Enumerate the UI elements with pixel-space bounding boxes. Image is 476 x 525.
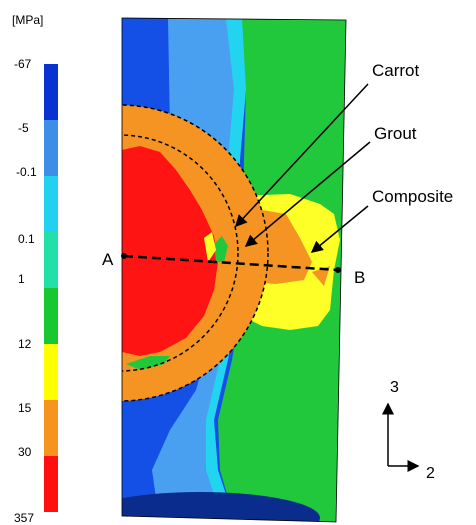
legend-tick-2: -5: [18, 121, 29, 135]
contour-green-streak: [126, 356, 170, 370]
section-end-point: [335, 267, 341, 273]
legend-band-1: [44, 64, 58, 120]
legend-unit: [MPa]: [12, 13, 43, 27]
section-line-ab: [123, 254, 339, 272]
grout-arrow: [244, 141, 371, 247]
legend-tick-5: 1: [18, 272, 25, 286]
section-end-label: B: [354, 268, 365, 287]
composite-arrow: [310, 205, 369, 253]
grout-composite-interface: [122, 104, 269, 402]
coordinate-axes: 3 2: [382, 379, 435, 482]
carrot-label: Carrot: [372, 61, 420, 80]
legend-band-6: [44, 344, 58, 400]
axis-3-label: 3: [390, 379, 399, 396]
legend-band-5: [44, 288, 58, 344]
legend-band-3: [44, 176, 58, 232]
section-line: A B: [102, 250, 365, 287]
section-start-point: [121, 253, 127, 259]
legend-band-4: [44, 232, 58, 288]
section-start-label: A: [102, 250, 114, 269]
contour-cyan: [206, 18, 248, 522]
carrot-arrow: [234, 83, 369, 228]
contour-green-spot: [214, 236, 228, 262]
legend-tick-8: 30: [18, 445, 32, 459]
contour-yellow-spot: [204, 232, 216, 262]
grout-label: Grout: [374, 124, 417, 143]
legend-tick-7: 15: [18, 401, 32, 415]
contour-orange-spot: [312, 266, 330, 286]
contour-red-core: [122, 146, 218, 356]
legend-band-8: [44, 456, 58, 512]
carrot-grout-interface: [122, 134, 239, 372]
axis-2-label: 2: [426, 465, 435, 482]
composite-label: Composite: [372, 187, 453, 206]
plate-outline: [121, 17, 347, 523]
legend-tick-6: 12: [18, 337, 32, 351]
legend-tick-1: -67: [14, 57, 32, 71]
legend-tick-9: 357: [14, 511, 34, 525]
legend-band-2: [44, 120, 58, 176]
color-legend: [MPa] -67 -5 -0.1 0.1 1 12 15 30 357: [12, 13, 58, 525]
legend-tick-3: -0.1: [16, 165, 37, 179]
legend-band-7: [44, 400, 58, 456]
legend-tick-4: 0.1: [18, 232, 35, 246]
callouts: Carrot Grout Composite: [234, 61, 453, 253]
